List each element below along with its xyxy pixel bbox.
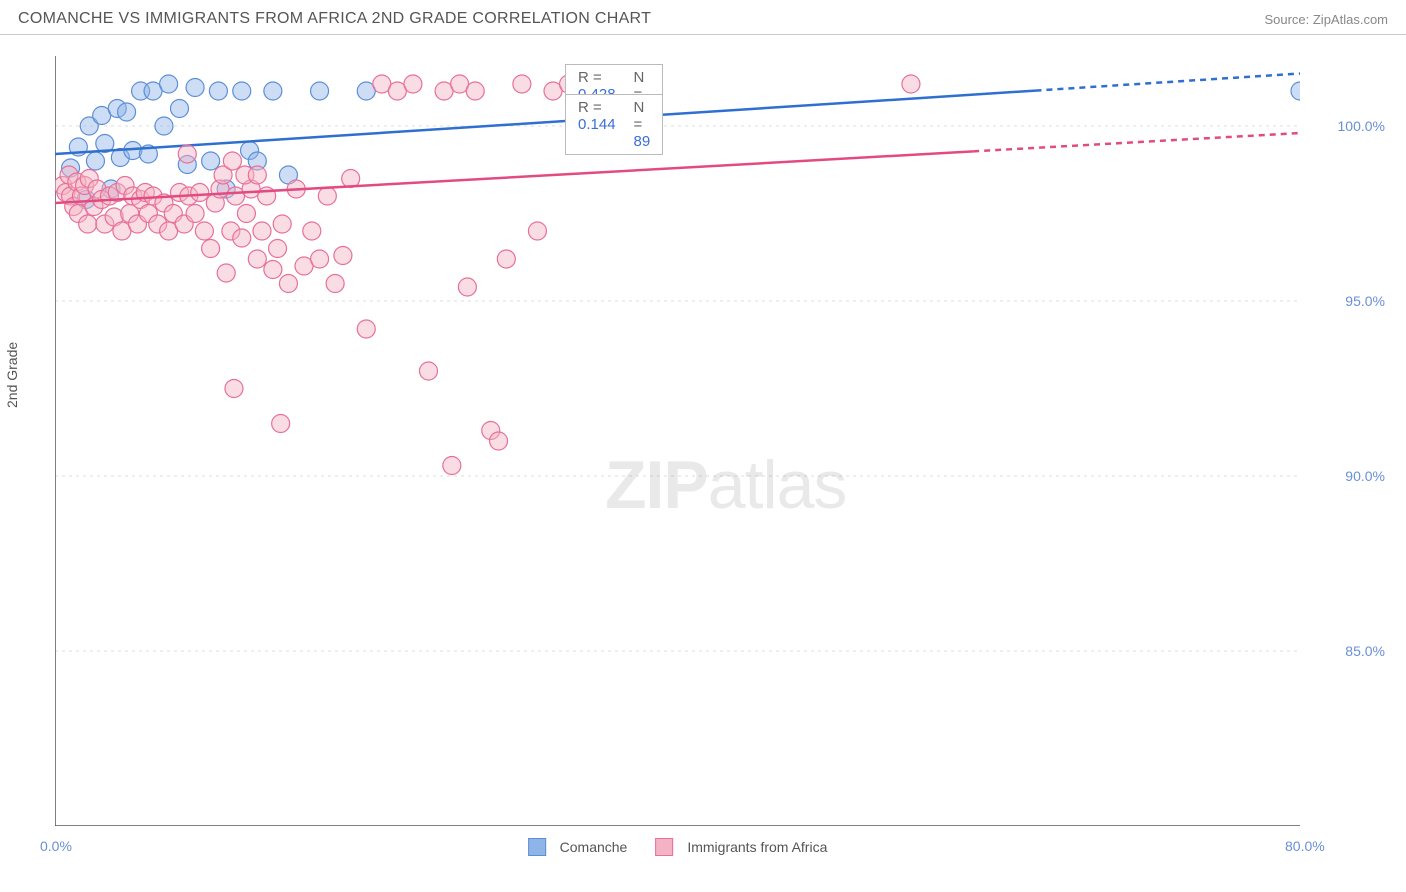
stats-box: R = 0.144N = 89 (565, 94, 663, 155)
data-point (404, 75, 422, 93)
y-tick-label: 85.0% (1345, 643, 1385, 659)
data-point (118, 103, 136, 121)
data-point (186, 79, 204, 97)
legend-item: Comanche (528, 838, 628, 856)
data-point (334, 247, 352, 265)
data-point (223, 152, 241, 170)
trend-line (55, 91, 1035, 154)
y-tick-label: 95.0% (1345, 293, 1385, 309)
data-point (443, 457, 461, 475)
data-point (209, 82, 227, 100)
trend-line-dashed (973, 133, 1300, 151)
data-point (195, 222, 213, 240)
data-point (269, 240, 287, 258)
y-tick-label: 90.0% (1345, 468, 1385, 484)
data-point (326, 275, 344, 293)
legend-label: Comanche (560, 839, 628, 855)
data-point (466, 82, 484, 100)
bottom-legend: Comanche Immigrants from Africa (528, 838, 828, 856)
data-point (279, 275, 297, 293)
chart-title: COMANCHE VS IMMIGRANTS FROM AFRICA 2ND G… (18, 10, 651, 28)
data-point (311, 250, 329, 268)
legend-swatch (655, 838, 673, 856)
x-tick-label: 80.0% (1285, 838, 1325, 854)
data-point (248, 250, 266, 268)
data-point (186, 205, 204, 223)
trend-line-dashed (1035, 74, 1300, 91)
data-point (420, 362, 438, 380)
legend-swatch (528, 838, 546, 856)
data-point (202, 152, 220, 170)
data-point (217, 264, 235, 282)
data-point (155, 117, 173, 135)
data-point (225, 380, 243, 398)
data-point (272, 415, 290, 433)
data-point (233, 82, 251, 100)
data-point (86, 152, 104, 170)
data-point (233, 229, 251, 247)
data-point (458, 278, 476, 296)
data-point (171, 100, 189, 118)
chart-header: COMANCHE VS IMMIGRANTS FROM AFRICA 2ND G… (0, 0, 1406, 35)
data-point (490, 432, 508, 450)
data-point (318, 187, 336, 205)
data-point (311, 82, 329, 100)
data-point (237, 205, 255, 223)
data-point (303, 222, 321, 240)
data-point (497, 250, 515, 268)
data-point (1291, 82, 1300, 100)
data-point (191, 184, 209, 202)
scatter-plot (55, 56, 1300, 826)
data-point (902, 75, 920, 93)
data-point (178, 145, 196, 163)
data-point (357, 320, 375, 338)
data-point (264, 82, 282, 100)
legend-item: Immigrants from Africa (655, 838, 827, 856)
data-point (513, 75, 531, 93)
data-point (248, 166, 266, 184)
y-axis-label: 2nd Grade (4, 342, 20, 408)
data-point (79, 215, 97, 233)
chart-source: Source: ZipAtlas.com (1264, 12, 1388, 27)
y-tick-label: 100.0% (1338, 118, 1385, 134)
chart-area: ZIPatlas R = 0.428N = 31R = 0.144N = 89 … (55, 56, 1300, 826)
data-point (160, 75, 178, 93)
data-point (253, 222, 271, 240)
data-point (528, 222, 546, 240)
data-point (264, 261, 282, 279)
data-point (202, 240, 220, 258)
data-point (273, 215, 291, 233)
x-tick-label: 0.0% (40, 838, 72, 854)
legend-label: Immigrants from Africa (687, 839, 827, 855)
